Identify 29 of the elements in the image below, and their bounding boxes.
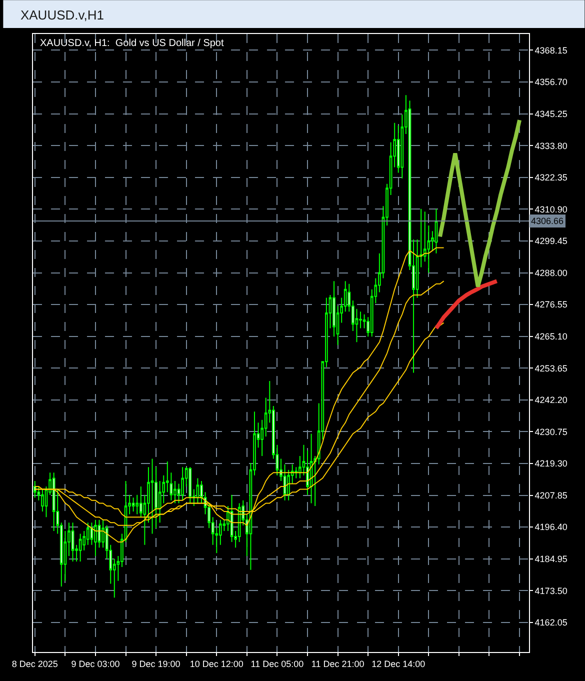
y-tick-label: 4345.25	[534, 108, 568, 119]
y-tick-label: 4207.85	[534, 490, 568, 500]
y-tick-label: 4299.45	[534, 236, 568, 246]
chart-subtitle: XAUUSD.v, H1: Gold vs US Dollar / Spot	[40, 38, 224, 49]
y-tick-label: 4230.75	[534, 426, 568, 437]
x-tick-label: 9 Dec 03:00	[71, 658, 120, 669]
x-tick-label: 9 Dec 19:00	[132, 658, 180, 669]
y-tick-label: 4322.35	[534, 172, 568, 183]
x-tick-label: 11 Dec 21:00	[311, 658, 364, 669]
x-tick-label: 12 Dec 14:00	[372, 658, 426, 669]
y-tick-label: 4162.05	[534, 618, 568, 628]
x-tick-label: 11 Dec 05:00	[250, 658, 304, 669]
ref-line-label: 4306.66	[531, 216, 564, 226]
y-tick-label: 4265.10	[534, 331, 568, 342]
chart-title: XAUUSD.v,H1	[20, 8, 104, 23]
x-tick-label: 8 Dec 2025	[12, 658, 58, 669]
y-tick-label: 4310.90	[534, 204, 568, 214]
y-tick-label: 4173.50	[534, 586, 568, 596]
y-tick-label: 4184.95	[534, 554, 568, 564]
y-tick-label: 4253.65	[534, 363, 568, 374]
y-tick-label: 4368.15	[534, 45, 568, 56]
y-tick-label: 4356.70	[534, 77, 568, 88]
y-tick-label: 4333.80	[534, 140, 568, 151]
y-tick-label: 4288.00	[534, 268, 568, 278]
y-tick-label: 4196.40	[534, 522, 568, 532]
y-tick-label: 4242.20	[534, 395, 568, 406]
y-tick-label: 4219.30	[534, 458, 568, 469]
x-tick-label: 10 Dec 12:00	[190, 658, 244, 669]
y-tick-label: 4276.55	[534, 300, 568, 310]
